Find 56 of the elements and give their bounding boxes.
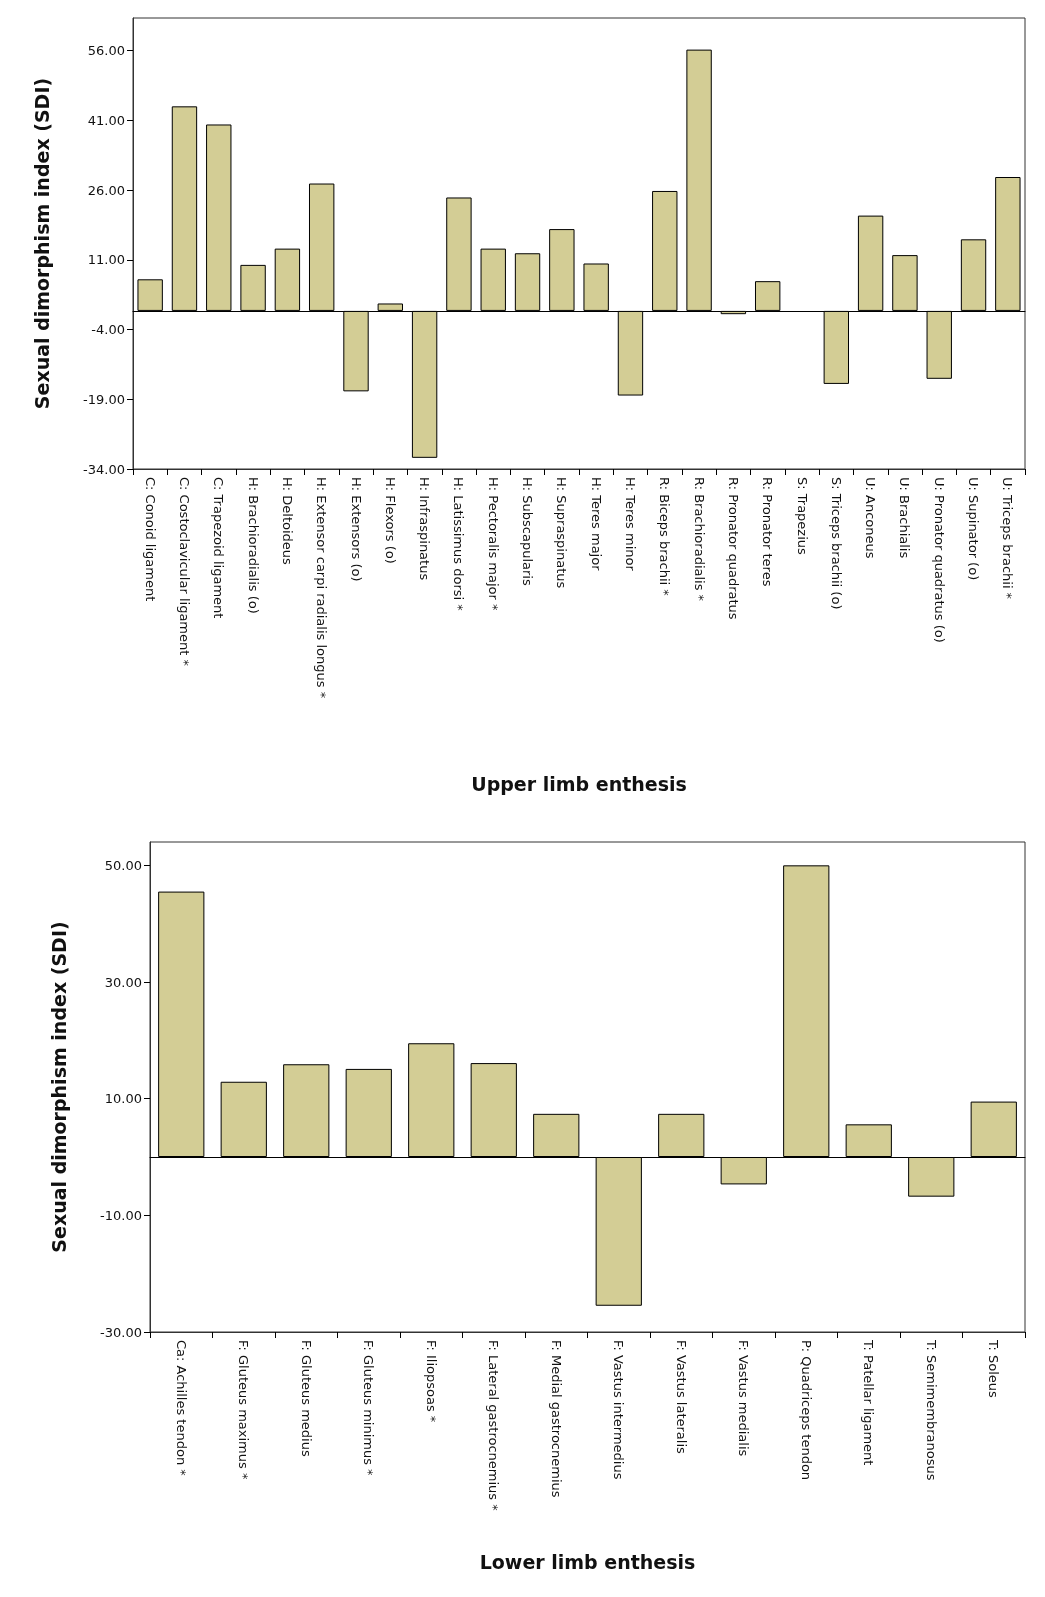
x-tick-label: T: Soleus bbox=[986, 1339, 1002, 1399]
x-axis-title: Lower limb enthesis bbox=[479, 1550, 696, 1573]
x-tick-label: P: Quadriceps tendon bbox=[798, 1340, 814, 1481]
y-tick-label: 50.00 bbox=[104, 857, 142, 873]
y-tick-label: 41.00 bbox=[87, 112, 125, 128]
y-tick-label: 11.00 bbox=[87, 252, 125, 268]
x-tick-label: R: Brachioradialis * bbox=[691, 477, 707, 602]
y-tick-label: -19.00 bbox=[83, 391, 125, 407]
x-tick-label: H: Teres minor bbox=[622, 477, 638, 572]
x-tick-label: R: Biceps brachii * bbox=[657, 477, 673, 597]
x-tick-label: F: Vastus lateralis bbox=[673, 1340, 689, 1455]
x-tick-label: C: Conoid ligament bbox=[142, 477, 158, 602]
x-tick-label: H: Subscapularis bbox=[520, 477, 536, 586]
x-tick-label: T: Patellar ligament bbox=[861, 1339, 877, 1466]
y-axis-title: Sexual dimorphism index (SDI) bbox=[30, 77, 53, 410]
x-tick-label: F: Gluteus maximus * bbox=[236, 1340, 252, 1480]
y-tick-label: -4.00 bbox=[91, 322, 125, 338]
y-tick-label: -10.00 bbox=[100, 1207, 142, 1223]
x-tick-label: U: Pronator quadratus (o) bbox=[931, 477, 947, 643]
x-tick-label: C: Costoclavicular ligament * bbox=[176, 477, 192, 667]
x-tick-label: U: Supinator (o) bbox=[966, 477, 982, 581]
x-tick-label: T: Semimembranosus bbox=[923, 1339, 939, 1481]
x-tick-label: S: Triceps brachii (o) bbox=[828, 477, 844, 610]
x-tick-label: H: Supraspinatus bbox=[554, 477, 570, 589]
x-tick-label: H: Infraspinatus bbox=[417, 477, 433, 581]
y-tick-label: 56.00 bbox=[87, 43, 125, 59]
x-tick-label: F: Iliopsoas * bbox=[423, 1340, 439, 1423]
x-tick-label: Ca: Achilles tendon * bbox=[173, 1340, 189, 1477]
x-tick-label: H: Teres major bbox=[588, 477, 604, 572]
x-tick-label: R: Pronator teres bbox=[760, 477, 776, 587]
x-tick-label: S: Trapezius bbox=[794, 477, 810, 556]
x-tick-label: F: Gluteus medius bbox=[298, 1340, 314, 1457]
y-tick-label: 10.00 bbox=[104, 1091, 142, 1107]
x-tick-label: F: Medial gastrocnemius bbox=[548, 1340, 564, 1498]
y-tick-label: 26.00 bbox=[87, 182, 125, 198]
y-tick-label: 30.00 bbox=[104, 974, 142, 990]
y-tick-label: -34.00 bbox=[83, 461, 125, 477]
x-axis-title: Upper limb enthesis bbox=[471, 772, 687, 795]
x-tick-label: F: Lateral gastrocnemius * bbox=[486, 1340, 502, 1512]
x-tick-label: H: Brachioradialis (o) bbox=[245, 477, 261, 614]
y-axis-title: Sexual dimorphism index (SDI) bbox=[47, 921, 70, 1253]
x-tick-label: H: Latissimus dorsi * bbox=[451, 477, 467, 612]
x-tick-label: H: Extensors (o) bbox=[348, 477, 364, 582]
x-tick-label: H: Pectoralis major * bbox=[485, 477, 501, 611]
x-tick-label: F: Vastus intermedius bbox=[611, 1340, 627, 1480]
x-tick-label: U: Brachialis bbox=[897, 477, 913, 559]
x-tick-label: H: Extensor carpi radialis longus * bbox=[314, 477, 330, 699]
x-tick-label: C: Trapezoid ligament bbox=[211, 477, 227, 619]
x-tick-label: F: Vastus medialis bbox=[736, 1340, 752, 1457]
x-tick-label: H: Flexors (o) bbox=[382, 477, 398, 564]
x-tick-label: H: Deltoideus bbox=[279, 477, 295, 566]
y-tick-label: -30.00 bbox=[100, 1324, 142, 1340]
x-tick-label: U: Triceps brachii * bbox=[1000, 477, 1016, 600]
x-tick-label: R: Pronator quadratus bbox=[725, 477, 741, 620]
x-tick-label: F: Gluteus minimus * bbox=[361, 1340, 377, 1477]
x-tick-label: U: Anconeus bbox=[863, 477, 879, 559]
